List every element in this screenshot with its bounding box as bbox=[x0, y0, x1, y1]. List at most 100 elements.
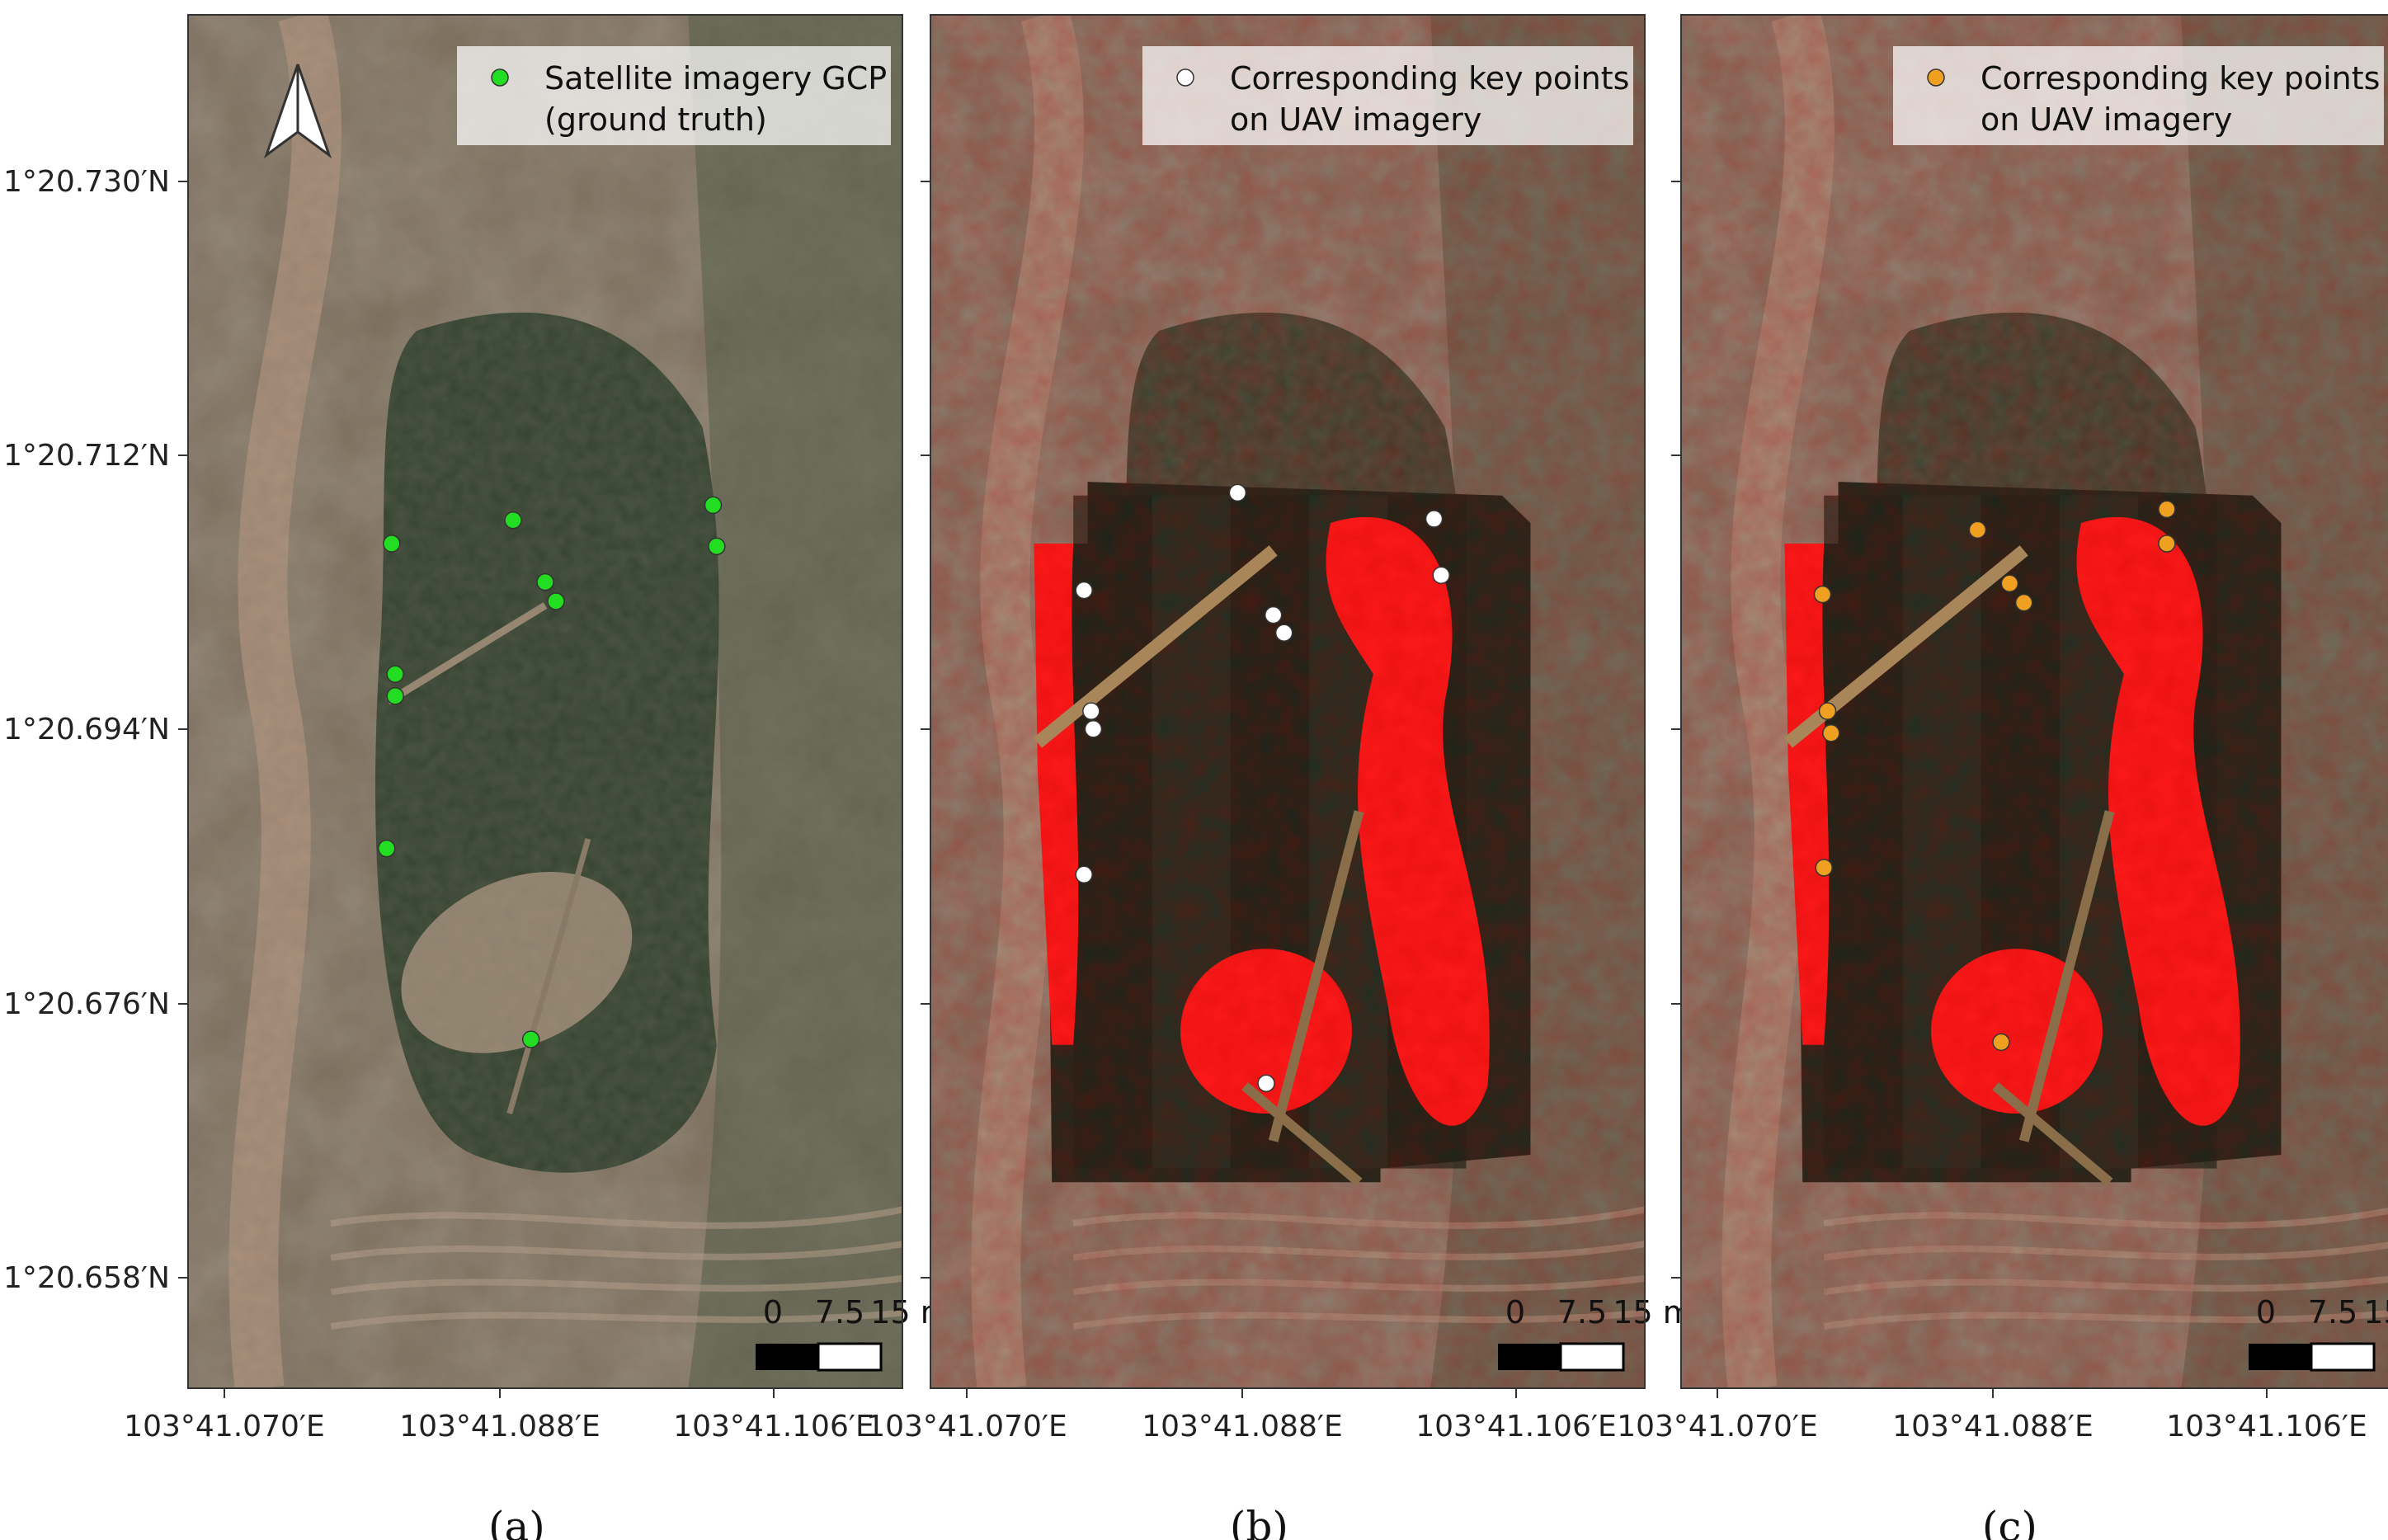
satellite-image bbox=[1681, 15, 2388, 1388]
control-point-marker bbox=[1992, 1033, 2010, 1052]
scale-label-mid: 7.5 bbox=[1557, 1294, 1607, 1330]
lon-label: 103°41.106′E bbox=[673, 1410, 874, 1443]
uav-mosaic bbox=[1681, 15, 2388, 1388]
lon-label: 103°41.088′E bbox=[1142, 1410, 1343, 1443]
panel-frame bbox=[930, 14, 1646, 1389]
scale-bar-black bbox=[1498, 1344, 1561, 1370]
scale-label-end: 15 m bbox=[1613, 1294, 1693, 1330]
legend-box bbox=[1142, 46, 1633, 145]
caption-paren-close: ) bbox=[529, 1503, 545, 1540]
uav-boardwalk-south bbox=[1268, 810, 1364, 1142]
scale-label-0: 0 bbox=[763, 1294, 783, 1330]
control-point-marker bbox=[2014, 593, 2033, 612]
scale-bar-black bbox=[756, 1344, 818, 1370]
lon-label: 103°41.070′E bbox=[1617, 1410, 1818, 1443]
uav-texture bbox=[1681, 15, 2388, 1388]
control-point-marker bbox=[1257, 1074, 1275, 1093]
control-point-marker bbox=[1818, 702, 1837, 720]
lon-label: 103°41.106′E bbox=[1415, 1410, 1617, 1443]
control-point-marker bbox=[386, 687, 404, 705]
lat-label: 1°20.676′N bbox=[3, 987, 170, 1021]
control-point-marker bbox=[547, 592, 565, 610]
lon-label: 103°41.070′E bbox=[866, 1410, 1067, 1443]
legend-marker bbox=[1176, 68, 1194, 87]
control-point-marker bbox=[1274, 624, 1293, 642]
legend-marker bbox=[491, 68, 509, 87]
map-panel-c: Corresponding key points on UAV imagery 0 7… bbox=[1617, 14, 2388, 1540]
caption-paren-open: ( bbox=[488, 1503, 505, 1540]
scale-bar-black bbox=[2249, 1344, 2311, 1370]
control-point-marker bbox=[504, 511, 522, 530]
control-point-marker bbox=[1813, 585, 1832, 604]
control-point-marker bbox=[1968, 520, 1987, 539]
legend-label-line1: Satellite imagery GCP bbox=[544, 60, 887, 97]
control-point-marker bbox=[383, 535, 401, 553]
control-point-marker bbox=[2158, 500, 2176, 519]
control-point-marker bbox=[1815, 859, 1833, 877]
control-point-marker bbox=[704, 496, 723, 515]
panel-frame bbox=[1680, 14, 2388, 1389]
control-point-marker bbox=[386, 665, 404, 683]
control-point-marker bbox=[1075, 865, 1093, 884]
legend-label-line2: on UAV imagery bbox=[1981, 101, 2232, 138]
control-point-marker bbox=[377, 839, 396, 858]
caption-letter: a bbox=[504, 1503, 529, 1540]
legend-label-line1: Corresponding key points bbox=[1230, 60, 1629, 97]
scale-label-end: 15 m bbox=[2363, 1294, 2388, 1330]
caption-letter: b bbox=[1246, 1503, 1272, 1540]
satellite-image bbox=[930, 15, 1645, 1388]
caption-paren-close: ) bbox=[1272, 1503, 1288, 1540]
scale-label-mid: 7.5 bbox=[815, 1294, 864, 1330]
control-point-marker bbox=[1084, 720, 1103, 738]
map-panel-a: Satellite imagery GCP (ground truth) 0 7.5 1… bbox=[3, 14, 951, 1540]
lon-label: 103°41.088′E bbox=[1892, 1410, 2094, 1443]
north-arrow-right bbox=[264, 64, 299, 159]
scale-bar-white bbox=[1559, 1342, 1625, 1372]
panel-caption: (a) bbox=[488, 1503, 545, 1540]
lon-label: 103°41.070′E bbox=[124, 1410, 325, 1443]
caption-paren-open: ( bbox=[1982, 1503, 1999, 1540]
north-arrow-icon bbox=[264, 64, 332, 159]
uav-boardwalk-south bbox=[2018, 810, 2115, 1142]
satellite-image bbox=[188, 15, 902, 1388]
legend-box bbox=[1893, 46, 2384, 145]
lat-label: 1°20.712′N bbox=[3, 439, 170, 473]
scale-label-0: 0 bbox=[1505, 1294, 1525, 1330]
uav-texture bbox=[930, 15, 1645, 1388]
uav-boardwalk-east bbox=[1241, 1082, 1363, 1186]
scale-bar-white bbox=[817, 1342, 883, 1372]
control-point-marker bbox=[2000, 574, 2019, 593]
caption-letter: c bbox=[1998, 1503, 2021, 1540]
panel-caption: (c) bbox=[1982, 1503, 2037, 1540]
scale-bar-white bbox=[2310, 1342, 2376, 1372]
legend-label-line2: (ground truth) bbox=[544, 101, 767, 138]
control-point-marker bbox=[708, 537, 726, 556]
lat-label: 1°20.730′N bbox=[3, 165, 170, 199]
control-point-marker bbox=[1228, 483, 1247, 502]
control-point-marker bbox=[521, 1030, 540, 1048]
control-point-marker bbox=[2158, 535, 2176, 553]
caption-paren-close: ) bbox=[2021, 1503, 2037, 1540]
control-point-marker bbox=[1432, 566, 1450, 585]
control-point-marker bbox=[1082, 702, 1100, 720]
panel-frame bbox=[187, 14, 903, 1389]
legend-box bbox=[457, 46, 891, 145]
control-point-marker bbox=[536, 572, 554, 591]
legend-label-line1: Corresponding key points bbox=[1981, 60, 2380, 97]
control-point-marker bbox=[1425, 510, 1444, 528]
legend-marker bbox=[1927, 68, 1945, 87]
uav-boardwalk bbox=[1033, 545, 1278, 748]
uav-boardwalk-east bbox=[1992, 1082, 2113, 1186]
lat-label: 1°20.658′N bbox=[3, 1261, 170, 1295]
caption-paren-open: ( bbox=[1230, 1503, 1246, 1540]
scale-label-0: 0 bbox=[2256, 1294, 2276, 1330]
uav-mosaic bbox=[930, 15, 1645, 1388]
lon-label: 103°41.106′E bbox=[2166, 1410, 2367, 1443]
scale-label-mid: 7.5 bbox=[2308, 1294, 2357, 1330]
lon-label: 103°41.088′E bbox=[399, 1410, 601, 1443]
image-grain bbox=[188, 15, 902, 1388]
lat-label: 1°20.694′N bbox=[3, 713, 170, 746]
legend-label-line2: on UAV imagery bbox=[1230, 101, 1481, 138]
control-point-marker bbox=[1822, 724, 1840, 742]
